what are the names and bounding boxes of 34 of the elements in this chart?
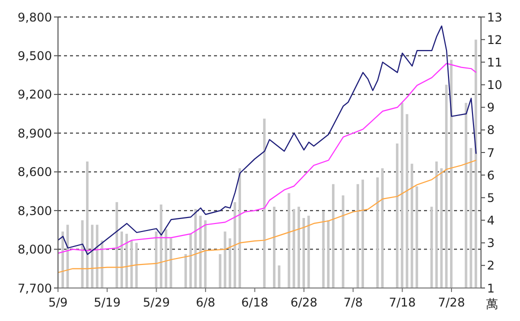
x-tick-label: 7/8 (343, 296, 363, 310)
y2-tick-label: 7 (487, 146, 495, 160)
y2-tick-label: 4 (487, 214, 495, 228)
x-tick-label: 7/18 (388, 296, 416, 310)
y-tick-label: 8,900 (18, 126, 52, 140)
x-tick-label: 6/8 (196, 296, 216, 310)
x-tick-label: 5/29 (142, 296, 170, 310)
y2-tick-label: 3 (487, 236, 495, 250)
line-series (58, 160, 477, 274)
y-tick-label: 8,600 (18, 165, 52, 180)
y2-tick-label: 13 (487, 10, 502, 24)
line-series (58, 25, 477, 255)
x-tick-label: 6/18 (241, 296, 268, 310)
x-tick-label: 5/9 (48, 296, 68, 310)
y2-tick-label: 5 (487, 190, 495, 205)
y-tick-label: 8,300 (18, 204, 52, 218)
y2-tick-label: 8 (487, 123, 495, 138)
y2-tick-label: 12 (487, 32, 502, 47)
line-series (58, 62, 477, 254)
y2-tick-label: 2 (487, 258, 495, 273)
y-tick-label: 7,700 (18, 281, 52, 296)
x-tick-label: 7/28 (438, 296, 465, 310)
y2-tick-label: 6 (487, 168, 495, 182)
y2-axis-title: 萬 (486, 296, 498, 313)
y2-tick-label: 1 (487, 281, 495, 296)
y2-tick-label: 9 (487, 100, 495, 115)
y2-tick-label: 11 (487, 55, 502, 70)
y-tick-label: 9,500 (18, 48, 52, 63)
y2-tick-label: 10 (487, 78, 502, 92)
x-tick-label: 5/19 (94, 296, 121, 310)
y-tick-label: 8,000 (18, 242, 52, 257)
y-tick-label: 9,200 (18, 88, 52, 102)
x-tick-label: 6/28 (290, 296, 318, 310)
y-tick-label: 9,800 (18, 10, 52, 24)
